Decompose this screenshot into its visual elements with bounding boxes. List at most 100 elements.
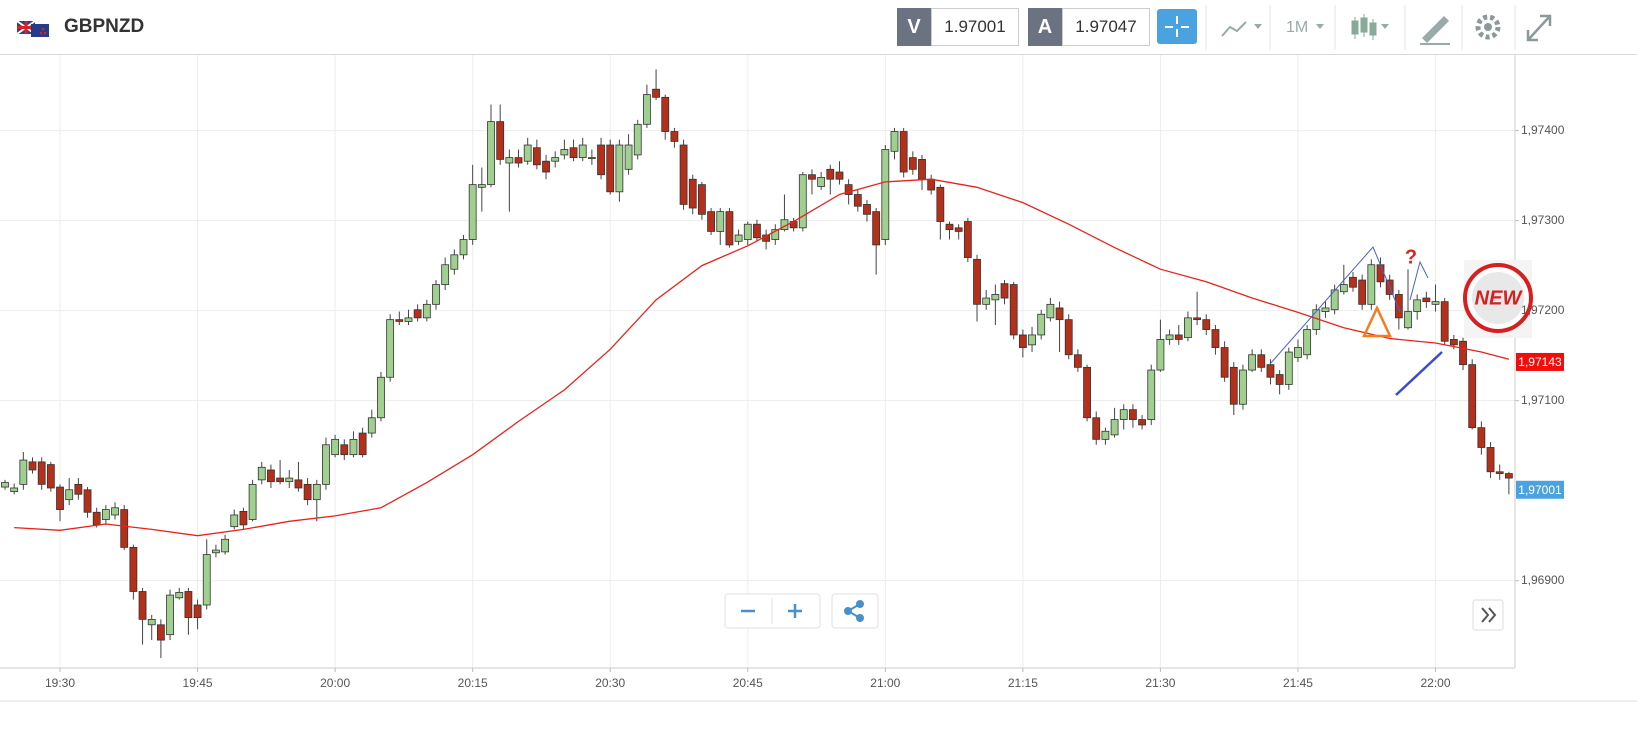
candle-body	[698, 184, 706, 215]
candle-body	[459, 239, 468, 256]
candle-body	[257, 466, 266, 481]
candle-body	[202, 554, 211, 606]
candle-body	[340, 444, 349, 456]
x-tick-label: 22:00	[1421, 676, 1451, 690]
candle-body	[101, 509, 110, 520]
zoom-controls	[724, 593, 1504, 631]
candle-body	[303, 483, 312, 501]
x-tick-label: 21:30	[1145, 676, 1175, 690]
y-tick-label: 1,97200	[1521, 303, 1565, 317]
candle-body	[367, 417, 376, 434]
candle-body	[1009, 284, 1018, 336]
candle-body	[1064, 319, 1073, 356]
candle-body	[1156, 339, 1165, 371]
crosshair-button[interactable]	[1157, 9, 1197, 44]
candle-body	[551, 157, 560, 162]
x-tick-label: 21:00	[870, 676, 900, 690]
x-tick-label: 20:15	[458, 676, 488, 690]
candle-body	[1266, 364, 1275, 378]
candle-body	[1477, 427, 1486, 448]
candle-body	[890, 131, 899, 152]
candle-body	[1275, 374, 1284, 385]
candle-body	[633, 123, 642, 156]
candle-body	[1174, 334, 1183, 340]
price-label: 1,97143	[1518, 355, 1562, 369]
candle-body	[1046, 303, 1055, 319]
candle-body	[1468, 364, 1477, 429]
candle-body	[147, 618, 156, 626]
candle-body	[587, 157, 596, 160]
candle-body	[1055, 307, 1064, 321]
candle-body	[716, 211, 725, 232]
candle-body	[532, 147, 541, 166]
chart-type-icon[interactable]	[1221, 21, 1247, 37]
new-badge[interactable]: NEW	[1463, 260, 1533, 338]
chart: ? NEW 1,97400 1,97300 1,97200 1,97100 1,9690…	[0, 55, 1637, 702]
candle-body	[193, 604, 202, 618]
trend-drawing	[1269, 246, 1401, 365]
candle-body	[918, 159, 926, 180]
candle-body	[624, 144, 633, 170]
x-tick-label: 19:45	[183, 676, 213, 690]
candle-body	[1211, 329, 1220, 348]
price-label-box	[1516, 352, 1564, 371]
candle-icon[interactable]	[1351, 14, 1377, 40]
candle-body	[1422, 297, 1431, 303]
draw-icon[interactable]	[1422, 16, 1449, 43]
settings-icon[interactable]	[1475, 14, 1501, 40]
candle-body	[267, 469, 275, 483]
candle-body	[239, 510, 248, 526]
candle-body	[1404, 311, 1412, 329]
candle-body	[349, 438, 358, 456]
sell-price[interactable]: 1.97001	[931, 8, 1019, 46]
candle-body	[679, 144, 688, 205]
candle-body	[156, 624, 165, 641]
candle-body	[578, 144, 587, 159]
symbol[interactable]: GBPNZD	[64, 16, 145, 37]
candle-body	[734, 234, 743, 242]
candle-body	[1376, 264, 1385, 283]
candle-body	[1101, 430, 1110, 440]
candle-body	[120, 509, 129, 548]
candle-body	[441, 264, 450, 285]
candle-body	[65, 489, 74, 501]
candle-body	[1129, 409, 1137, 420]
candle-body	[1248, 354, 1257, 371]
expand-icon[interactable]	[1526, 14, 1552, 42]
candle-body	[1486, 447, 1495, 473]
x-tick-label: 20:00	[320, 676, 350, 690]
candle-body	[1504, 473, 1513, 479]
candle-body	[542, 160, 550, 173]
y-tick-label: 1,97400	[1521, 123, 1565, 137]
candle-body	[1184, 317, 1192, 339]
candle-body	[597, 144, 605, 176]
buy-price[interactable]: 1.97047	[1062, 8, 1150, 46]
candle-body	[798, 174, 807, 229]
candle-body	[377, 376, 385, 419]
candle-body	[1239, 369, 1247, 405]
share-button[interactable]	[831, 593, 879, 629]
candle-body	[312, 483, 321, 501]
candle-body	[386, 319, 395, 378]
candle-body	[1257, 354, 1266, 368]
candle-body	[175, 591, 184, 599]
buy-button[interactable]: A	[1028, 8, 1062, 46]
x-tick-label: 21:45	[1283, 676, 1313, 690]
flag-icon	[17, 20, 49, 37]
timeframe[interactable]: 1M	[1286, 19, 1308, 36]
candle-body	[1495, 471, 1504, 474]
candle-body	[505, 157, 514, 164]
candle-body	[138, 591, 147, 620]
toolbar-icons: 1M	[1157, 5, 1552, 50]
candle-body	[294, 479, 303, 489]
sell-button[interactable]: V	[897, 8, 931, 46]
moving-average-line	[14, 178, 1510, 537]
candle-body	[661, 96, 670, 132]
candle-body	[432, 284, 440, 305]
candle-body	[945, 223, 954, 231]
candle-body	[1349, 276, 1357, 288]
candle-body	[129, 546, 138, 592]
x-tick-label: 20:30	[595, 676, 625, 690]
candle-body	[248, 483, 257, 520]
candle-body	[1037, 313, 1046, 336]
